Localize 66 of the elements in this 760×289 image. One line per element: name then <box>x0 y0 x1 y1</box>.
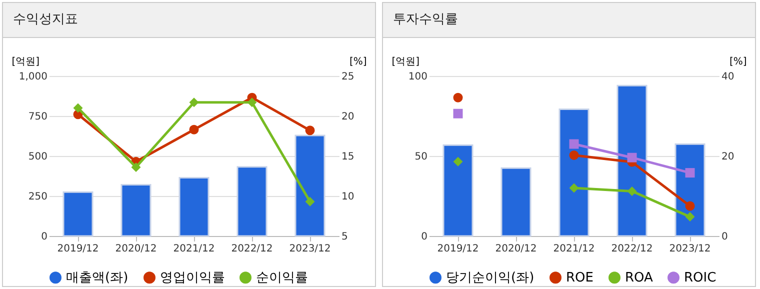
point <box>685 201 695 211</box>
point <box>453 156 463 166</box>
x-tick-label: 2021/12 <box>173 244 215 254</box>
y-axis-title: [억원] <box>12 56 40 68</box>
x-tick-label: 2022/12 <box>231 244 273 254</box>
point <box>453 108 463 118</box>
legend-label: 영업이익률 <box>160 270 225 286</box>
y-tick-label: 500 <box>28 152 48 162</box>
point <box>189 98 199 108</box>
legend-label: 당기순이익(좌) <box>446 270 534 286</box>
legend-label: 매출액(좌) <box>66 270 128 286</box>
point <box>685 168 695 178</box>
x-tick-label: 2020/12 <box>495 244 537 254</box>
y2-tick-label: 20 <box>722 152 734 162</box>
x-tick-label: 2020/12 <box>115 244 157 254</box>
y-axis-title: [억원] <box>392 56 420 68</box>
point <box>685 212 695 222</box>
y-tick-label: 50 <box>414 152 428 162</box>
x-tick-label: 2019/12 <box>437 244 479 254</box>
legend-label: ROE <box>566 270 594 286</box>
point <box>453 92 463 102</box>
bar <box>62 191 94 237</box>
point <box>73 103 83 113</box>
y-tick-label: 750 <box>28 112 48 122</box>
bar <box>616 84 648 237</box>
y-tick-label: 0 <box>421 232 428 242</box>
x-tick-label: 2019/12 <box>57 244 99 254</box>
chart-title: 수익성지표 <box>3 3 375 38</box>
point <box>569 183 579 193</box>
y2-tick-label: 25 <box>342 72 354 82</box>
legend-label: 순이익률 <box>256 270 308 286</box>
y2-tick-label: 20 <box>342 112 354 122</box>
x-tick-label: 2021/12 <box>553 244 595 254</box>
y2-tick-label: 40 <box>722 72 734 82</box>
x-tick-label: 2023/12 <box>669 244 711 254</box>
bar <box>558 108 590 237</box>
y2-axis-title: [%] <box>350 56 367 68</box>
chart-title: 투자수익률 <box>383 3 755 38</box>
point <box>189 124 199 134</box>
y2-tick-label: 0 <box>722 232 728 242</box>
y2-tick-label: 5 <box>342 232 348 242</box>
y2-tick-label: 10 <box>342 192 354 202</box>
point <box>569 150 579 160</box>
bar <box>178 177 210 237</box>
bar <box>120 184 152 237</box>
x-tick-label: 2023/12 <box>289 244 331 254</box>
y-tick-label: 1,000 <box>18 72 48 82</box>
y2-tick-label: 15 <box>342 152 354 162</box>
point <box>627 152 637 162</box>
point <box>305 196 315 206</box>
legend-label: ROIC <box>684 270 716 286</box>
y-tick-label: 0 <box>41 232 48 242</box>
x-tick-label: 2022/12 <box>611 244 653 254</box>
point <box>247 98 257 108</box>
point <box>305 126 315 136</box>
point <box>131 162 141 172</box>
y-tick-label: 100 <box>408 72 428 82</box>
y2-axis-title: [%] <box>730 56 747 68</box>
bar <box>442 144 474 237</box>
point <box>627 186 637 196</box>
y-tick-label: 250 <box>28 192 48 202</box>
bar <box>294 134 326 237</box>
bar <box>236 166 268 237</box>
bar <box>500 167 532 237</box>
point <box>569 139 579 149</box>
legend-label: ROA <box>625 270 654 286</box>
